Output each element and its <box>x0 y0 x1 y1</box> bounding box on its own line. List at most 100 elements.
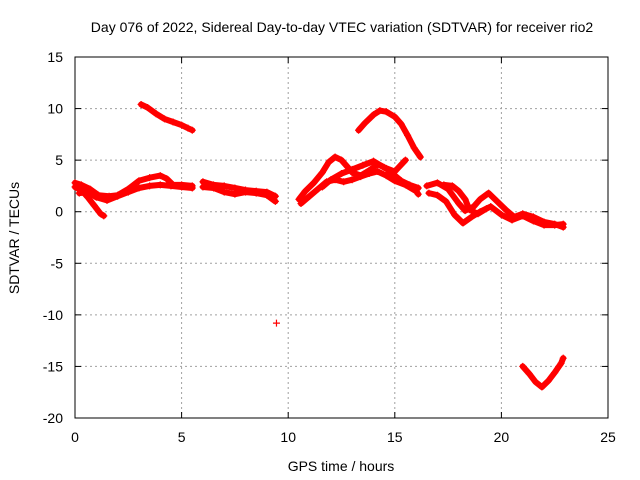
data-point <box>163 175 171 183</box>
data-point <box>355 126 363 134</box>
data-point <box>440 181 448 189</box>
data-point <box>559 354 567 362</box>
data-point <box>263 191 271 199</box>
data-point <box>220 182 228 190</box>
y-tick-label: -15 <box>43 358 63 374</box>
data-point <box>414 190 422 198</box>
data-point <box>114 192 122 200</box>
y-tick-label: 5 <box>55 152 63 168</box>
y-tick-labels: -20 -15 -10 -5 0 5 10 15 <box>43 49 63 426</box>
data-point <box>331 153 339 161</box>
data-point <box>474 210 482 218</box>
data-point <box>84 188 92 196</box>
x-tick-label: 10 <box>280 429 296 445</box>
data-point <box>374 167 382 175</box>
data-point <box>301 187 309 195</box>
series-line <box>423 179 567 231</box>
data-point <box>401 156 409 164</box>
series-arc-late-c <box>318 156 409 191</box>
data-point <box>306 192 314 200</box>
data-point <box>348 176 356 184</box>
data-point <box>220 188 228 196</box>
x-tick-labels: 0 5 10 15 20 25 <box>71 429 616 445</box>
data-point <box>178 183 186 191</box>
data-point <box>559 220 567 228</box>
data-point <box>297 199 305 207</box>
data-point <box>551 221 559 229</box>
data-point <box>508 216 516 224</box>
data-point <box>391 113 399 121</box>
data-point <box>455 199 463 207</box>
data-point <box>327 176 335 184</box>
chart-title: Day 076 of 2022, Sidereal Day-to-day VTE… <box>91 19 594 35</box>
series-outlier <box>272 319 280 327</box>
data-point <box>137 100 145 108</box>
data-point <box>77 181 85 189</box>
x-tick-label: 20 <box>494 429 510 445</box>
data-point <box>519 212 527 220</box>
x-tick-label: 5 <box>178 429 186 445</box>
data-point <box>551 369 559 377</box>
data-point <box>461 195 469 203</box>
data-point <box>382 172 390 180</box>
data-point <box>188 184 196 192</box>
data-point <box>348 165 356 173</box>
data-point <box>376 107 384 115</box>
series-arc-high-b <box>355 107 424 161</box>
series-arc-late-b <box>297 167 422 207</box>
data-point <box>318 183 326 191</box>
data-point <box>75 189 83 197</box>
data-point <box>538 383 546 391</box>
data-point <box>210 184 218 192</box>
data-point <box>146 174 154 182</box>
data-point <box>167 182 175 190</box>
data-point <box>103 196 111 204</box>
y-tick-label: -5 <box>51 255 64 271</box>
data-point <box>497 211 505 219</box>
series-arc-late-e <box>425 189 567 229</box>
data-point <box>382 108 390 116</box>
data-point <box>152 110 160 118</box>
data-point <box>493 197 501 205</box>
data-point <box>92 193 100 201</box>
data-point <box>380 163 388 171</box>
data-point <box>401 181 409 189</box>
x-axis-label: GPS time / hours <box>288 458 395 474</box>
plot-frame <box>74 56 609 419</box>
data-point <box>242 188 250 196</box>
data-point <box>90 202 98 210</box>
data-point <box>169 118 177 126</box>
data-point <box>161 115 169 123</box>
series-line <box>519 355 567 391</box>
data-point <box>544 377 552 385</box>
data-series <box>71 100 567 391</box>
data-point <box>455 187 463 195</box>
data-point <box>310 179 318 187</box>
data-point <box>369 157 377 165</box>
data-point <box>135 184 143 192</box>
data-point <box>365 170 373 178</box>
data-point <box>410 144 418 152</box>
data-point <box>423 182 431 190</box>
data-point <box>485 189 493 197</box>
data-point <box>450 211 458 219</box>
data-point <box>465 206 473 214</box>
data-point <box>188 126 196 134</box>
y-tick-label: 10 <box>47 101 63 117</box>
data-point <box>448 182 456 190</box>
data-point <box>156 181 164 189</box>
data-point <box>425 189 433 197</box>
data-point <box>231 190 239 198</box>
data-point <box>540 221 548 229</box>
data-point <box>325 158 333 166</box>
series-arc-early-c <box>75 181 196 204</box>
y-tick-label: 15 <box>47 49 63 65</box>
data-point <box>318 169 326 177</box>
data-point <box>442 197 450 205</box>
data-point <box>391 167 399 175</box>
y-tick-label: -20 <box>43 410 63 426</box>
data-point <box>482 205 490 213</box>
data-point <box>146 182 154 190</box>
data-point <box>459 219 467 227</box>
data-point <box>338 170 345 178</box>
